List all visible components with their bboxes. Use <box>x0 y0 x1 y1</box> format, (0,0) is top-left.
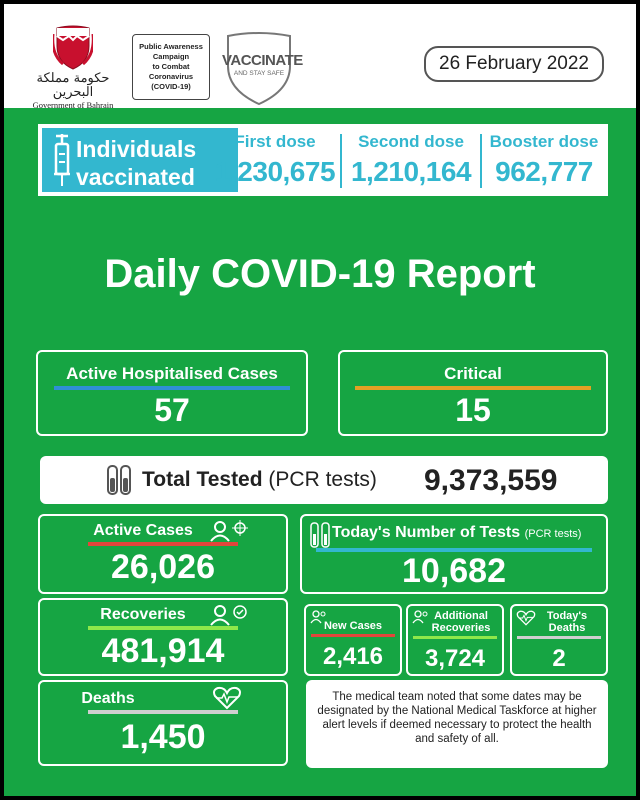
cyan-bar <box>316 548 592 552</box>
vaccination-strip: Individuals vaccinated First dose 1,230,… <box>38 124 608 196</box>
todays-tests-subtitle: (PCR tests) <box>524 528 582 540</box>
additional-label: Additional <box>434 610 488 622</box>
recoveries-value: 481,914 <box>101 632 225 670</box>
recoveries-card: Recoveries 481,914 <box>38 598 288 676</box>
syringe-icon <box>54 134 70 186</box>
second-dose-value: 1,210,164 <box>350 156 472 187</box>
person-recovered-icon <box>210 605 247 626</box>
shield-icon <box>227 32 291 106</box>
todays-deaths-label: Today's Deaths <box>528 610 606 634</box>
blue-bar <box>54 386 290 390</box>
deaths-value: 1,450 <box>120 718 206 756</box>
deaths-label: Deaths <box>81 690 135 707</box>
deaths-card: Deaths 1,450 <box>38 680 288 766</box>
todays-tests-title: Today's Number of Tests <box>332 524 521 541</box>
hospitalised-label: Active Hospitalised Cases <box>66 364 278 383</box>
first-dose: First dose 1,230,675 <box>210 128 340 192</box>
first-dose-label: First dose <box>234 132 316 151</box>
todays-tests-card: Today's Number of Tests (PCR tests) 10,6… <box>300 514 608 594</box>
government-name-arabic: حكومة مملكة البحرين <box>36 71 110 100</box>
person-recovered-icon <box>412 610 428 624</box>
bahrain-government-logo: حكومة مملكة البحرين Government of Bahrai… <box>32 24 114 110</box>
todays-tests-value: 10,682 <box>402 552 506 590</box>
booster-dose: Booster dose 962,777 <box>484 128 604 192</box>
active-cases-label: Active Cases <box>93 522 193 539</box>
vaccinate-badge: VACCINATE AND STAY SAFE <box>222 30 303 106</box>
critical-card: Critical 15 <box>338 350 608 436</box>
lime-bar <box>413 636 497 639</box>
vaccinated-label: vaccinated <box>76 164 195 190</box>
individuals-vaccinated-label: Individuals vaccinated <box>42 128 238 192</box>
red-bar <box>311 634 395 637</box>
report-title: Daily COVID-19 Report <box>104 252 536 296</box>
second-dose: Second dose 1,210,164 <box>344 128 478 192</box>
vaccinate-title: VACCINATE <box>222 52 303 69</box>
total-tested-value: 9,373,559 <box>424 464 558 497</box>
total-tested-title: Total Tested <box>142 468 263 491</box>
report-date: 26 February 2022 <box>424 46 604 82</box>
grey-bar <box>88 710 238 714</box>
critical-label: Critical <box>444 364 502 383</box>
total-tested-card: Total Tested (PCR tests) 9,373,559 <box>40 456 608 504</box>
recoveries-label: Recoveries <box>431 622 491 634</box>
second-dose-label: Second dose <box>358 132 464 151</box>
infographic: حكومة مملكة البحرين Government of Bahrai… <box>4 4 636 796</box>
lime-bar <box>88 626 238 630</box>
todays-label: Today's <box>546 610 588 622</box>
hospitalised-value: 57 <box>154 392 190 428</box>
campaign-line: Coronavirus <box>148 72 194 81</box>
todays-tests-label: Today's Number of Tests (PCR tests) <box>332 524 581 542</box>
deaths-label: Deaths <box>548 622 586 634</box>
active-cases-value: 26,026 <box>111 548 215 586</box>
person-virus-icon <box>210 520 248 542</box>
orange-bar <box>355 386 591 390</box>
campaign-line: (COVID-19) <box>151 82 191 91</box>
new-cases-value: 2,416 <box>322 643 384 670</box>
total-tested-label: Total Tested (PCR tests) <box>142 468 377 492</box>
divider <box>480 134 482 188</box>
test-tubes-icon <box>310 522 330 548</box>
active-cases-card: Active Cases 26,026 <box>38 514 288 594</box>
first-dose-value: 1,230,675 <box>214 156 336 187</box>
additional-recoveries-label: Additional Recoveries <box>420 610 502 634</box>
divider <box>340 134 342 188</box>
critical-value: 15 <box>455 392 491 428</box>
individuals-label: Individuals <box>76 136 197 162</box>
new-cases-label: New Cases <box>323 620 383 632</box>
coat-of-arms-icon <box>53 25 93 70</box>
person-virus-icon <box>310 610 326 624</box>
todays-deaths-card: Today's Deaths 2 <box>510 604 608 676</box>
grey-bar <box>517 636 601 639</box>
campaign-line: Campaign <box>152 52 190 61</box>
campaign-badge: Public Awareness Campaign to Combat Coro… <box>132 34 210 100</box>
test-tubes-icon <box>107 465 131 495</box>
booster-dose-label: Booster dose <box>489 132 599 151</box>
additional-recoveries-card: Additional Recoveries 3,724 <box>406 604 504 676</box>
new-cases-card: New Cases 2,416 <box>304 604 402 676</box>
total-tested-subtitle: (PCR tests) <box>268 468 377 491</box>
red-bar <box>88 542 238 546</box>
campaign-line: Public Awareness <box>139 42 203 51</box>
hospitalised-card: Active Hospitalised Cases 57 <box>36 350 308 436</box>
medical-team-note: The medical team noted that some dates m… <box>306 680 608 768</box>
additional-recoveries-value: 3,724 <box>424 645 486 672</box>
recoveries-label: Recoveries <box>100 606 186 623</box>
government-name-english: Government of Bahrain <box>32 100 114 110</box>
heartbeat-icon <box>516 610 536 626</box>
todays-deaths-value: 2 <box>552 645 566 672</box>
heartbeat-icon <box>213 686 241 710</box>
booster-dose-value: 962,777 <box>495 156 593 187</box>
campaign-line: to Combat <box>152 62 190 71</box>
vaccinate-subtitle: AND STAY SAFE <box>233 70 285 77</box>
